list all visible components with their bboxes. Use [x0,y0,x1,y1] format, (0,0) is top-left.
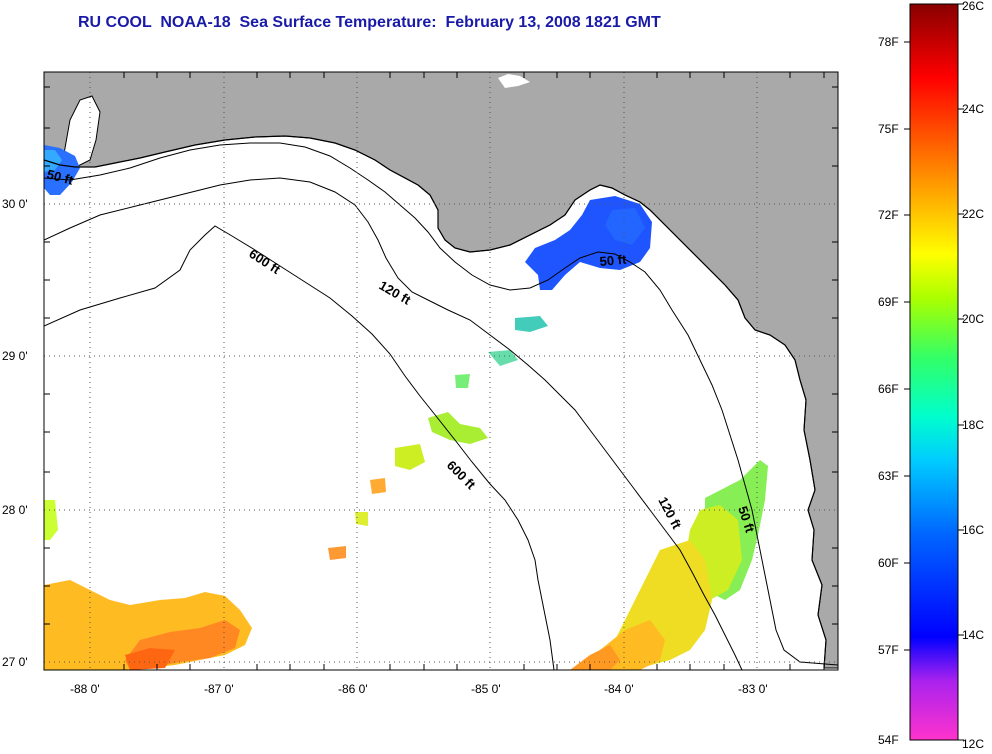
contour-label-50ft-bigbend: 50 ft [599,252,628,269]
lat-label-27: 27 0' [2,655,28,669]
contour-50ft [44,142,838,666]
colorbar-c-label-24: 24C [962,102,984,116]
contour-600ft [44,225,555,670]
colorbar-c-label-12: 12C [962,737,984,751]
contour-label-50ft-west: 50 ft [45,166,75,188]
colorbar-f-label-69: 69F [878,295,899,309]
lat-label-30: 30 0' [2,197,28,211]
colorbar-c-label-26: 26C [962,0,984,13]
colorbar-c-label-20: 20C [962,312,984,326]
colorbar-f-label-75: 75F [878,122,899,136]
colorbar-f-label-63: 63F [878,469,899,483]
lat-label-28: 28 0' [2,503,28,517]
contour-120ft [44,177,743,670]
lon-label-87: -87 0' [204,682,234,696]
coastline [44,135,827,669]
sst-patches [44,145,768,670]
colorbar-ticks [904,3,964,741]
colorbar-f-label-60: 60F [878,556,899,570]
colorbar-c-label-14: 14C [962,628,984,642]
colorbar-c-label-22: 22C [962,207,984,221]
frame-ticks [44,72,838,670]
page-title: RU COOL NOAA-18 Sea Surface Temperature:… [78,14,661,31]
lat-label-29: 29 0' [2,349,28,363]
colorbar [909,3,959,741]
inland-lake [498,74,530,88]
lon-label-88: -88 0' [70,682,100,696]
lon-label-83: -83 0' [738,682,768,696]
mobile-bay [61,95,101,167]
colorbar-f-label-57: 57F [878,643,899,657]
lon-label-86: -86 0' [338,682,368,696]
lon-label-84: -84 0' [604,682,634,696]
lon-label-85: -85 0' [471,682,501,696]
colorbar-f-label-66: 66F [878,382,899,396]
colorbar-c-label-18: 18C [962,418,984,432]
colorbar-f-label-54: 54F [878,733,899,747]
map-frame [43,71,839,671]
colorbar-f-label-78: 78F [878,35,899,49]
colorbar-f-label-72: 72F [878,208,899,222]
colorbar-c-label-16: 16C [962,523,984,537]
